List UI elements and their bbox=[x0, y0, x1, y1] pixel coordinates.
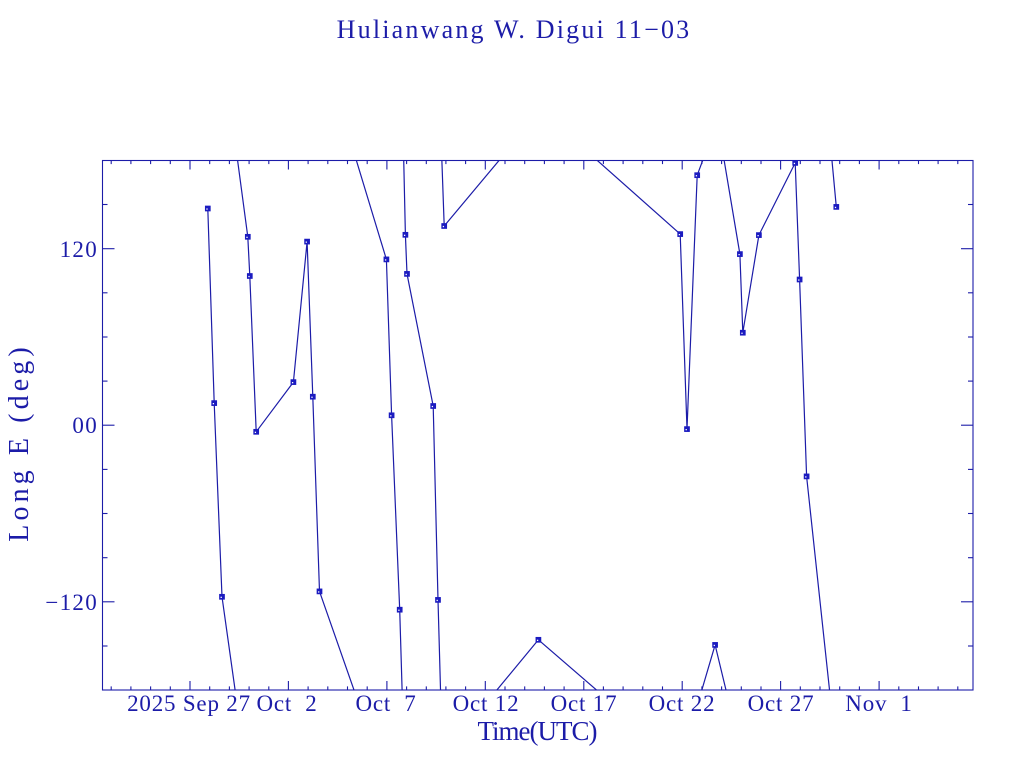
svg-text:Oct 12: Oct 12 bbox=[453, 691, 520, 716]
svg-text:2025 Sep 27: 2025 Sep 27 bbox=[127, 691, 251, 716]
svg-text:Time(UTC): Time(UTC) bbox=[477, 716, 596, 746]
svg-text:Oct 27: Oct 27 bbox=[748, 691, 815, 716]
svg-text:−120: −120 bbox=[45, 590, 98, 615]
svg-text:Oct 2: Oct 2 bbox=[256, 691, 317, 716]
svg-text:Nov 1: Nov 1 bbox=[845, 691, 912, 716]
svg-text:Oct 7: Oct 7 bbox=[355, 691, 416, 716]
svg-text:Oct 22: Oct 22 bbox=[649, 691, 716, 716]
svg-text:00: 00 bbox=[72, 413, 98, 438]
svg-text:120: 120 bbox=[60, 237, 98, 262]
svg-text:Long E (deg): Long E (deg) bbox=[4, 343, 35, 541]
svg-text:Hulianwang W. Digui 11−03: Hulianwang W. Digui 11−03 bbox=[337, 15, 692, 44]
svg-text:Oct 17: Oct 17 bbox=[551, 691, 618, 716]
